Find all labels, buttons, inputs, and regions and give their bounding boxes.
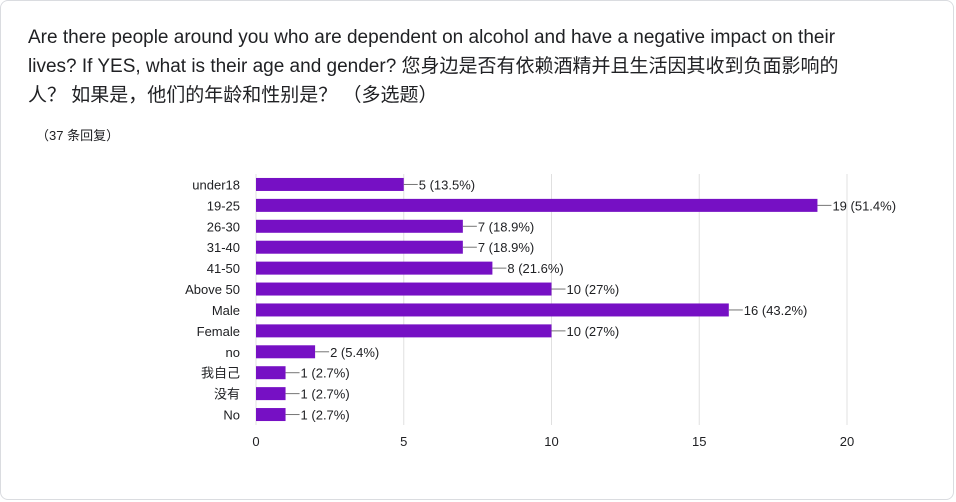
category-label: Male (212, 303, 240, 318)
data-label: 7 (18.9%) (478, 240, 534, 255)
data-label: 1 (2.7%) (301, 408, 350, 423)
category-label: under18 (192, 177, 240, 192)
bar (256, 366, 286, 380)
x-tick-label: 5 (400, 434, 407, 449)
data-label: 10 (27%) (567, 282, 620, 297)
data-label: 19 (51.4%) (832, 198, 896, 213)
category-label: Female (197, 324, 240, 339)
data-label: 1 (2.7%) (301, 366, 350, 381)
category-label: 19-25 (207, 198, 240, 213)
category-label: 26-30 (207, 219, 240, 234)
data-label: 1 (2.7%) (301, 387, 350, 402)
bar (256, 219, 463, 233)
category-label: Above 50 (185, 282, 240, 297)
category-label: 31-40 (207, 240, 240, 255)
data-label: 8 (21.6%) (507, 261, 563, 276)
data-label: 5 (13.5%) (419, 177, 475, 192)
data-label: 7 (18.9%) (478, 219, 534, 234)
bar (256, 408, 286, 422)
category-label: 我自己 (201, 366, 240, 381)
response-count: （37 条回复） (36, 128, 120, 143)
question-title: Are there people around you who are depe… (28, 27, 839, 106)
x-tick-label: 20 (840, 434, 854, 449)
category-label: No (223, 408, 240, 423)
x-tick-label: 15 (692, 434, 706, 449)
category-label: no (226, 345, 240, 360)
bar (256, 198, 818, 212)
category-label: 41-50 (207, 261, 240, 276)
bar (256, 240, 463, 254)
data-label: 16 (43.2%) (744, 303, 808, 318)
x-tick-label: 0 (252, 434, 259, 449)
bar (256, 261, 493, 275)
bar (256, 282, 552, 296)
bar (256, 345, 316, 359)
bar (256, 387, 286, 401)
data-label: 2 (5.4%) (330, 345, 379, 360)
x-tick-label: 10 (544, 434, 558, 449)
bar (256, 324, 552, 338)
bar (256, 177, 404, 191)
data-label: 10 (27%) (567, 324, 620, 339)
bar (256, 303, 729, 317)
category-label: 没有 (214, 387, 240, 402)
